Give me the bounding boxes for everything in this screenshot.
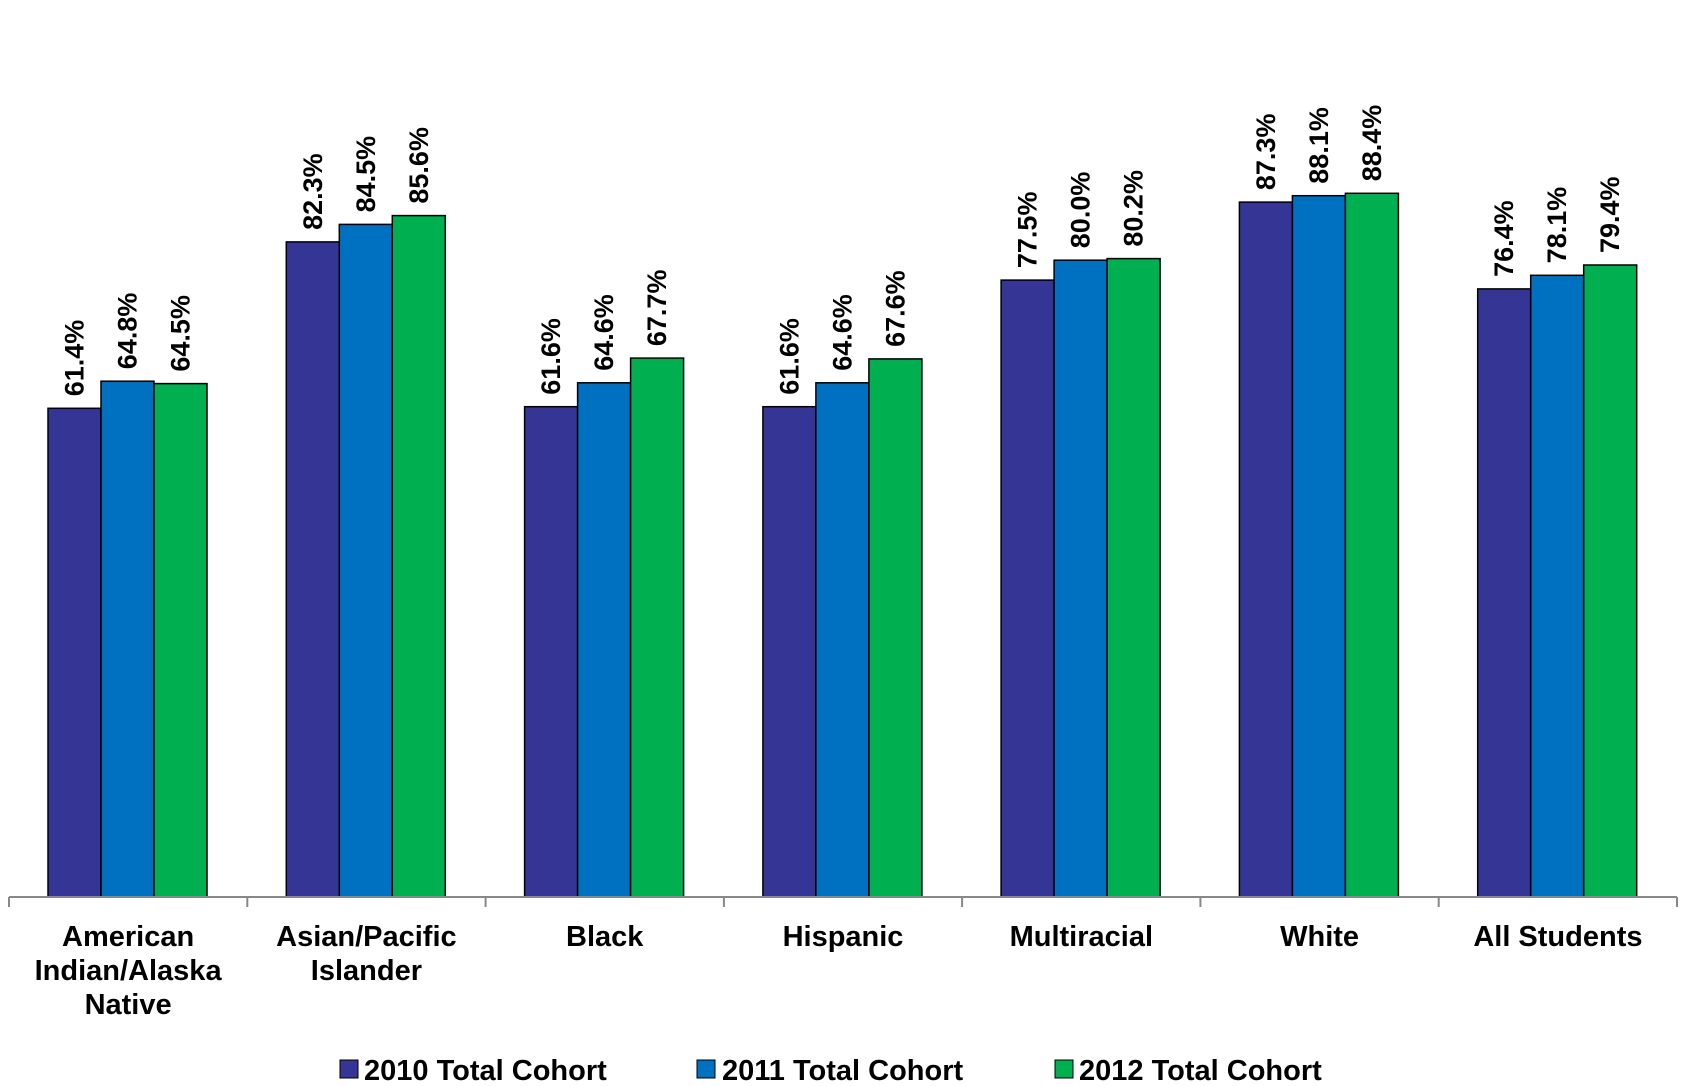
legend-label-1: 2010 Total Cohort <box>364 1055 607 1086</box>
bar-3-4 <box>868 358 923 898</box>
category-label-2: Asian/Pacific Islander <box>276 921 457 987</box>
category-label-5: Multiracial <box>1010 921 1153 953</box>
bar-3-2 <box>391 214 447 898</box>
data-label-2-5: 80.0% <box>1066 172 1096 249</box>
bar-3-5 <box>1106 257 1161 898</box>
data-label-2-7: 78.1% <box>1542 187 1572 264</box>
bar-3-6 <box>1344 192 1400 898</box>
data-label-1-5: 77.5% <box>1013 192 1043 269</box>
category-label-1: American Indian/Alaska Native <box>35 921 223 1021</box>
x-axis <box>8 896 1678 907</box>
category-label-4: Hispanic <box>783 921 904 953</box>
legend-label-3: 2012 Total Cohort <box>1079 1055 1322 1086</box>
bar-2-4 <box>815 382 870 898</box>
data-labels-group: 61.4% 82.3% 61.6% 61.6% 77.5% 87.3% 76.4% 64.8%… <box>60 105 1626 397</box>
bar-2-2 <box>338 223 394 898</box>
category-label-3: Black <box>566 921 644 953</box>
legend: 2010 Total Cohort 2011 Total Cohort 2012 T… <box>339 1055 1322 1086</box>
data-label-3-4: 67.6% <box>880 270 910 347</box>
data-label-2-1: 64.8% <box>113 293 143 370</box>
legend-swatch-1 <box>339 1059 359 1079</box>
data-label-3-6: 88.4% <box>1357 105 1387 182</box>
data-label-1-4: 61.6% <box>774 318 804 395</box>
legend-item-2: 2011 Total Cohort <box>696 1055 964 1086</box>
bar-1-4 <box>762 405 817 898</box>
bar-3-7 <box>1582 264 1638 898</box>
data-label-3-3: 67.7% <box>642 270 672 347</box>
data-label-1-7: 76.4% <box>1489 200 1519 277</box>
category-label-6: White <box>1280 921 1359 953</box>
legend-item-1: 2010 Total Cohort <box>339 1055 607 1086</box>
bar-2-7 <box>1529 274 1585 898</box>
category-labels-group: American Indian/Alaska Native Asian/Pacific… <box>35 921 1643 1021</box>
bar-2-5 <box>1053 259 1108 898</box>
bar-2-3 <box>576 382 632 898</box>
data-label-2-2: 84.5% <box>351 136 381 213</box>
bars-group <box>47 192 1638 898</box>
legend-item-3: 2012 Total Cohort <box>1054 1055 1322 1086</box>
data-label-2-6: 88.1% <box>1304 107 1334 184</box>
data-label-1-6: 87.3% <box>1251 114 1281 191</box>
bar-1-6 <box>1238 201 1294 898</box>
bar-3-1 <box>153 382 208 898</box>
legend-swatch-3 <box>1054 1059 1074 1079</box>
data-label-3-5: 80.2% <box>1119 170 1149 247</box>
data-label-1-1: 61.4% <box>60 320 90 397</box>
bar-1-5 <box>1000 279 1055 898</box>
bar-1-7 <box>1476 288 1532 898</box>
bar-1-3 <box>523 405 579 898</box>
data-label-1-2: 82.3% <box>298 153 328 230</box>
data-label-2-3: 64.6% <box>589 294 619 371</box>
data-label-3-7: 79.4% <box>1595 176 1625 253</box>
bar-1-2 <box>285 241 341 898</box>
data-label-2-4: 64.6% <box>827 294 857 371</box>
legend-label-2: 2011 Total Cohort <box>722 1055 964 1086</box>
bar-2-6 <box>1291 194 1347 898</box>
data-label-3-2: 85.6% <box>404 127 434 204</box>
legend-swatch-2 <box>696 1059 716 1079</box>
category-label-7: All Students <box>1473 921 1642 953</box>
bar-3-3 <box>629 357 685 898</box>
bar-1-1 <box>47 407 102 898</box>
data-label-1-3: 61.6% <box>536 318 566 395</box>
bar-2-1 <box>100 380 155 898</box>
data-label-3-1: 64.5% <box>166 295 196 372</box>
